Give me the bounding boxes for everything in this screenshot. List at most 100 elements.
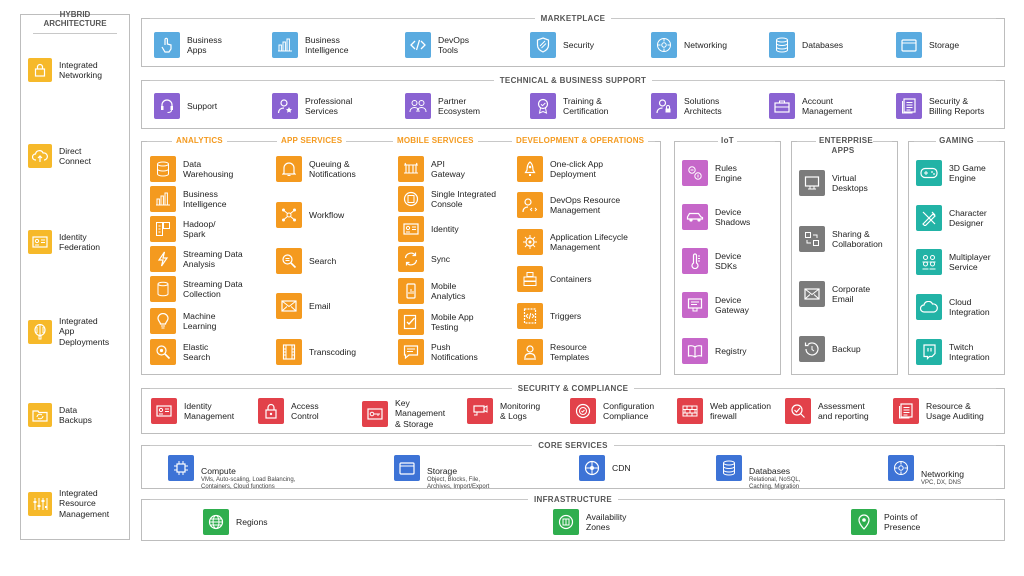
marketplace-item-storage[interactable]: Storage: [896, 32, 959, 58]
security-item-identity-management[interactable]: Identity Management: [151, 398, 234, 424]
mobile-item-mobile-app-testing[interactable]: Mobile App Testing: [398, 309, 474, 335]
gaming-item-multiplayer-service[interactable]: Multiplayer Service: [916, 249, 991, 275]
iot-item-device-sdks[interactable]: Device SDKs: [682, 248, 741, 274]
analytics-item-business-intelligence[interactable]: Business Intelligence: [150, 186, 226, 212]
appservices-item-label: Email: [309, 300, 331, 311]
support-item-security-billing-reports[interactable]: Security & Billing Reports: [896, 93, 984, 119]
appservices-item-queuing-notifications[interactable]: Queuing & Notifications: [276, 156, 356, 182]
hybrid-item-data-backups[interactable]: Data Backups: [28, 403, 92, 427]
iot-item-registry[interactable]: Registry: [682, 338, 747, 364]
core-item-compute[interactable]: Compute VMs, Auto-scaling, Load Balancin…: [168, 455, 295, 502]
iot-item-device-shadows[interactable]: Device Shadows: [682, 204, 750, 230]
marketplace-item-business-apps[interactable]: Business Apps: [154, 32, 222, 58]
gaming-item-twitch-integration[interactable]: Twitch Integration: [916, 339, 990, 365]
gaming-item-cloud-integration[interactable]: Cloud Integration: [916, 294, 990, 320]
security-item-configuration-compliance[interactable]: Configuration Compliance: [570, 398, 654, 424]
hybrid-item-integrated-networking[interactable]: Integrated Networking: [28, 58, 102, 82]
bell-icon: [276, 156, 302, 182]
appservices-item-workflow[interactable]: Workflow: [276, 202, 344, 228]
appservices-item-label: Queuing & Notifications: [309, 158, 356, 179]
marketplace-item-security[interactable]: Security: [530, 32, 594, 58]
appservices-item-transcoding[interactable]: Transcoding: [276, 339, 356, 365]
core-item-networking[interactable]: Networking VPC, DX, DNS: [888, 455, 964, 498]
support-item-account-management[interactable]: Account Management: [769, 93, 852, 119]
core-item-cdn[interactable]: CDN: [579, 455, 631, 481]
mobile-item-single-integrated-console[interactable]: Single Integrated Console: [398, 186, 496, 212]
gaming-item-3d-game-engine[interactable]: 3D Game Engine: [916, 160, 986, 186]
enterprise-item-label: Backup: [832, 343, 861, 354]
support-item-training-certification[interactable]: Training & Certification: [530, 93, 608, 119]
enterprise-item-backup[interactable]: Backup: [799, 336, 861, 362]
hybrid-architecture-title: HYBRID ARCHITECTURE: [43, 10, 107, 28]
mobile-item-sync[interactable]: Sync: [398, 246, 450, 272]
appservices-item-email[interactable]: Email: [276, 293, 331, 319]
marketplace-item-networking[interactable]: Networking: [651, 32, 727, 58]
analytics-item-streaming-data-collection[interactable]: Streaming Data Collection: [150, 276, 243, 302]
analytics-item-hadoop-spark[interactable]: Hadoop/ Spark: [150, 216, 216, 242]
enterprise-item-virtual-desktops[interactable]: Virtual Desktops: [799, 170, 868, 196]
infra-item-regions[interactable]: Regions: [203, 509, 268, 535]
hybrid-item-identity-federation[interactable]: Identity Federation: [28, 230, 100, 254]
mobile-item-identity[interactable]: Identity: [398, 216, 459, 242]
hybrid-item-label: Identity Federation: [59, 231, 101, 252]
mobile-item-mobile-analytics[interactable]: Mobile Analytics: [398, 278, 465, 304]
analytics-item-streaming-data-analysis[interactable]: Streaming Data Analysis: [150, 246, 243, 272]
devops-item-one-click-app-deployment[interactable]: One-click App Deployment: [517, 156, 603, 182]
marketplace-item-business-intelligence[interactable]: Business Intelligence: [272, 32, 348, 58]
iot-item-device-gateway[interactable]: Device Gateway: [682, 292, 749, 318]
marketplace-item-databases[interactable]: Databases: [769, 32, 843, 58]
analytics-item-label: Machine Learning: [183, 310, 217, 331]
infra-item-availability-zones[interactable]: Availability Zones: [553, 509, 626, 535]
analytics-item-data-warehousing[interactable]: Data Warehousing: [150, 156, 233, 182]
security-item-access-control[interactable]: Access Control: [258, 398, 319, 424]
support-item-professional-services[interactable]: Professional Services: [272, 93, 352, 119]
enterprise-item-corporate-email[interactable]: Corporate Email: [799, 281, 870, 307]
database-icon: [716, 455, 742, 481]
devops-item-devops-resource-management[interactable]: DevOps Resource Management: [517, 192, 620, 218]
analytics-item-elastic-search[interactable]: Elastic Search: [150, 339, 210, 365]
iot-item-rules-engine[interactable]: Rules Engine: [682, 160, 742, 186]
mobile-item-api-gateway[interactable]: API Gateway: [398, 156, 465, 182]
hybrid-item-integrated-app-deployments[interactable]: Integrated App Deployments: [28, 316, 109, 347]
devops-item-containers[interactable]: Containers: [517, 266, 592, 292]
gaming-item-character-designer[interactable]: Character Designer: [916, 205, 987, 231]
security-item-resource-usage-auditing[interactable]: Resource & Usage Auditing: [893, 398, 984, 424]
enterprise-item-sharing-collaboration[interactable]: Sharing & Collaboration: [799, 226, 883, 252]
message-icon: [398, 339, 424, 365]
support-item-partner-ecosystem[interactable]: Partner Ecosystem: [405, 93, 480, 119]
core-item-databases[interactable]: Databases Relational, NoSQL, Caching, Mi…: [716, 455, 800, 502]
mobile-item-label: Mobile Analytics: [431, 280, 466, 301]
mobile-item-push-notifications[interactable]: Push Notifications: [398, 339, 478, 365]
security-item-monitoring-logs[interactable]: Monitoring & Logs: [467, 398, 540, 424]
twitch-icon: [916, 339, 942, 365]
devops-item-triggers[interactable]: Triggers: [517, 303, 581, 329]
marketplace-item-devops-tools[interactable]: DevOps Tools: [405, 32, 469, 58]
headset-icon: [154, 93, 180, 119]
security-item-key-management-storage[interactable]: Key Management & Storage: [362, 398, 445, 429]
infra-item-points-of-presence[interactable]: Points of Presence: [851, 509, 920, 535]
marketplace-panel: MARKETPLACE: [141, 14, 1005, 67]
iot-item-label: Device SDKs: [715, 250, 742, 271]
core-item-storage[interactable]: Storage Object, Blocks, File, Archives, …: [394, 455, 489, 502]
support-item-solutions-architects[interactable]: Solutions Architects: [651, 93, 722, 119]
security-compliance-panel: SECURITY & COMPLIANCE: [141, 384, 1005, 434]
appservices-item-search[interactable]: Search: [276, 248, 336, 274]
support-item-label: Account Management: [802, 95, 853, 116]
lock-icon: [258, 398, 284, 424]
infra-item-label: Points of Presence: [884, 511, 921, 532]
enterprise-item-label: Corporate Email: [832, 283, 871, 304]
devops-item-resource-templates[interactable]: Resource Templates: [517, 339, 589, 365]
hybrid-item-direct-connect[interactable]: Direct Connect: [28, 144, 91, 168]
devops-item-application-lifecycle-management[interactable]: Application Lifecycle Management: [517, 229, 628, 255]
core-item-label: Storage: [427, 466, 458, 477]
report-icon: [896, 93, 922, 119]
hybrid-item-integrated-resource-management[interactable]: Integrated Resource Management: [28, 488, 109, 519]
support-item-support[interactable]: Support: [154, 93, 217, 119]
security-item-web-application-firewall[interactable]: Web application firewall: [677, 398, 771, 424]
security-item-assessment-reporting[interactable]: Assessment and reporting: [785, 398, 869, 424]
marketplace-item-label: Business Apps: [187, 34, 222, 55]
analytics-item-label: Elastic Search: [183, 341, 211, 362]
security-item-label: Identity Management: [184, 400, 235, 421]
analytics-item-machine-learning[interactable]: Machine Learning: [150, 308, 216, 334]
gaming-item-label: 3D Game Engine: [949, 162, 986, 183]
